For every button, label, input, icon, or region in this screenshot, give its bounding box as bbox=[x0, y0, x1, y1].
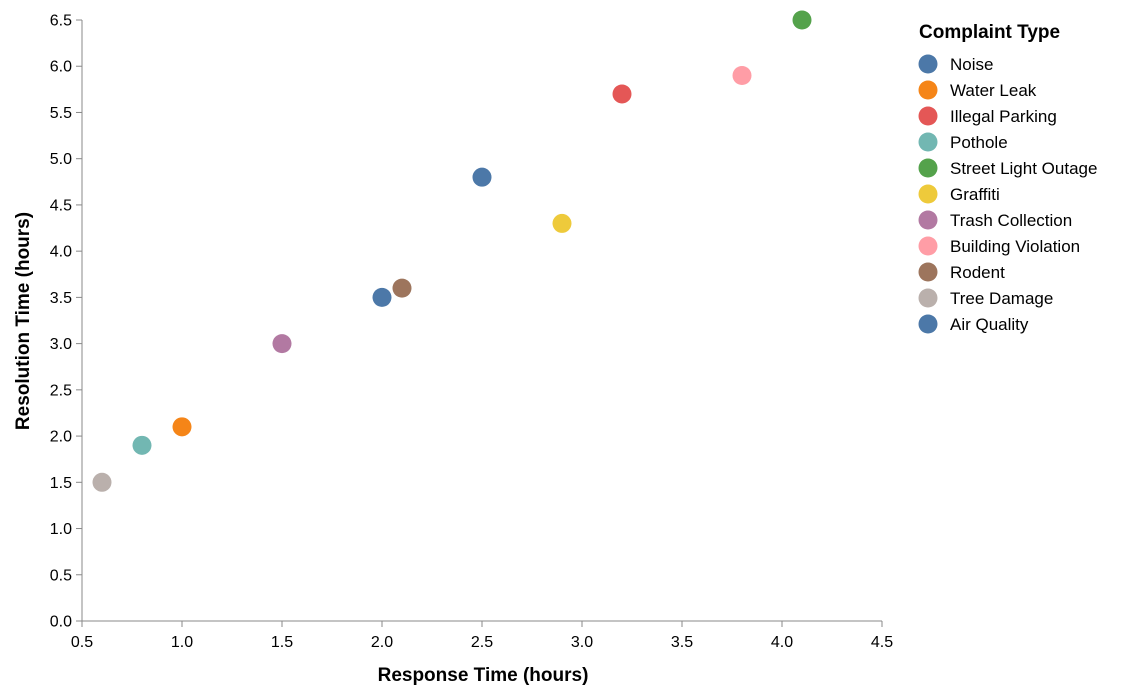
y-axis: 0.0 0.5 1.0 1.5 2.0 2.5 3.0 3.5 4.0 4.5 5.0 5.5 6.0 6… bbox=[50, 13, 83, 631]
y-tick-label: 4.5 bbox=[50, 197, 72, 214]
x-tick-label: 2.5 bbox=[471, 634, 493, 651]
legend-label: Illegal Parking bbox=[950, 107, 1057, 126]
legend-label: Street Light Outage bbox=[950, 159, 1097, 178]
y-tick-label: 3.5 bbox=[50, 290, 72, 307]
point-tree-damage bbox=[92, 472, 112, 492]
point-water-leak bbox=[172, 417, 192, 437]
x-tick-label: 4.5 bbox=[871, 634, 893, 651]
legend-swatch bbox=[918, 288, 938, 308]
data-points bbox=[92, 10, 812, 492]
legend-item-noise: Noise bbox=[918, 54, 993, 74]
legend-swatch bbox=[918, 314, 938, 334]
x-tick-label: 1.0 bbox=[171, 634, 193, 651]
point-pothole bbox=[132, 435, 152, 455]
y-tick-label: 0.5 bbox=[50, 567, 72, 584]
point-graffiti bbox=[552, 213, 572, 233]
legend-swatch bbox=[918, 210, 938, 230]
y-tick-label: 4.0 bbox=[50, 244, 72, 261]
legend-swatch bbox=[918, 54, 938, 74]
point-building-violation bbox=[732, 65, 752, 85]
y-tick-label: 5.0 bbox=[50, 151, 72, 168]
point-illegal-parking bbox=[612, 84, 632, 104]
y-axis-title: Resolution Time (hours) bbox=[13, 212, 34, 430]
legend-swatch bbox=[918, 158, 938, 178]
legend-item-building-violation: Building Violation bbox=[918, 236, 1080, 256]
legend-title: Complaint Type bbox=[919, 22, 1060, 43]
legend-items: Noise Water Leak Illegal Parking Pothole Str… bbox=[918, 54, 1097, 334]
x-axis-title: Response Time (hours) bbox=[378, 665, 589, 686]
y-tick-label: 2.5 bbox=[50, 382, 72, 399]
x-tick-label: 4.0 bbox=[771, 634, 793, 651]
point-rodent bbox=[392, 278, 412, 298]
legend-swatch bbox=[918, 262, 938, 282]
x-tick-label: 0.5 bbox=[71, 634, 93, 651]
legend-item-air-quality: Air Quality bbox=[918, 314, 1029, 334]
legend-label: Building Violation bbox=[950, 237, 1080, 256]
legend-item-water-leak: Water Leak bbox=[918, 80, 1037, 100]
point-noise bbox=[472, 167, 492, 187]
legend-item-street-light-outage: Street Light Outage bbox=[918, 158, 1097, 178]
legend-label: Air Quality bbox=[950, 315, 1029, 334]
legend-label: Water Leak bbox=[950, 81, 1037, 100]
y-tick-label: 2.0 bbox=[50, 429, 72, 446]
point-street-light-outage bbox=[792, 10, 812, 30]
legend-item-trash-collection: Trash Collection bbox=[918, 210, 1072, 230]
point-trash-collection bbox=[272, 334, 292, 354]
y-tick-label: 5.5 bbox=[50, 105, 72, 122]
legend-label: Graffiti bbox=[950, 185, 1000, 204]
legend-label: Tree Damage bbox=[950, 289, 1053, 308]
legend-swatch bbox=[918, 106, 938, 126]
legend-label: Pothole bbox=[950, 133, 1008, 152]
legend-item-rodent: Rodent bbox=[918, 262, 1005, 282]
y-tick-label: 6.0 bbox=[50, 59, 72, 76]
point-air-quality bbox=[372, 287, 392, 307]
x-tick-label: 1.5 bbox=[271, 634, 293, 651]
x-axis: 0.5 1.0 1.5 2.0 2.5 3.0 3.5 4.0 4.5 bbox=[71, 620, 893, 651]
legend-label: Trash Collection bbox=[950, 211, 1072, 230]
legend-swatch bbox=[918, 236, 938, 256]
y-tick-label: 1.5 bbox=[50, 475, 72, 492]
legend-item-pothole: Pothole bbox=[918, 132, 1008, 152]
legend-item-graffiti: Graffiti bbox=[918, 184, 1000, 204]
legend: Complaint Type Noise Water Leak Illegal Pa… bbox=[918, 22, 1097, 334]
legend-label: Noise bbox=[950, 55, 993, 74]
legend-label: Rodent bbox=[950, 263, 1005, 282]
y-tick-label: 3.0 bbox=[50, 336, 72, 353]
x-tick-label: 3.5 bbox=[671, 634, 693, 651]
legend-swatch bbox=[918, 132, 938, 152]
y-tick-label: 6.5 bbox=[50, 13, 72, 30]
y-tick-label: 0.0 bbox=[50, 614, 72, 631]
legend-swatch bbox=[918, 80, 938, 100]
x-tick-label: 3.0 bbox=[571, 634, 593, 651]
legend-swatch bbox=[918, 184, 938, 204]
y-tick-label: 1.0 bbox=[50, 521, 72, 538]
x-tick-label: 2.0 bbox=[371, 634, 393, 651]
legend-item-illegal-parking: Illegal Parking bbox=[918, 106, 1057, 126]
legend-item-tree-damage: Tree Damage bbox=[918, 288, 1053, 308]
